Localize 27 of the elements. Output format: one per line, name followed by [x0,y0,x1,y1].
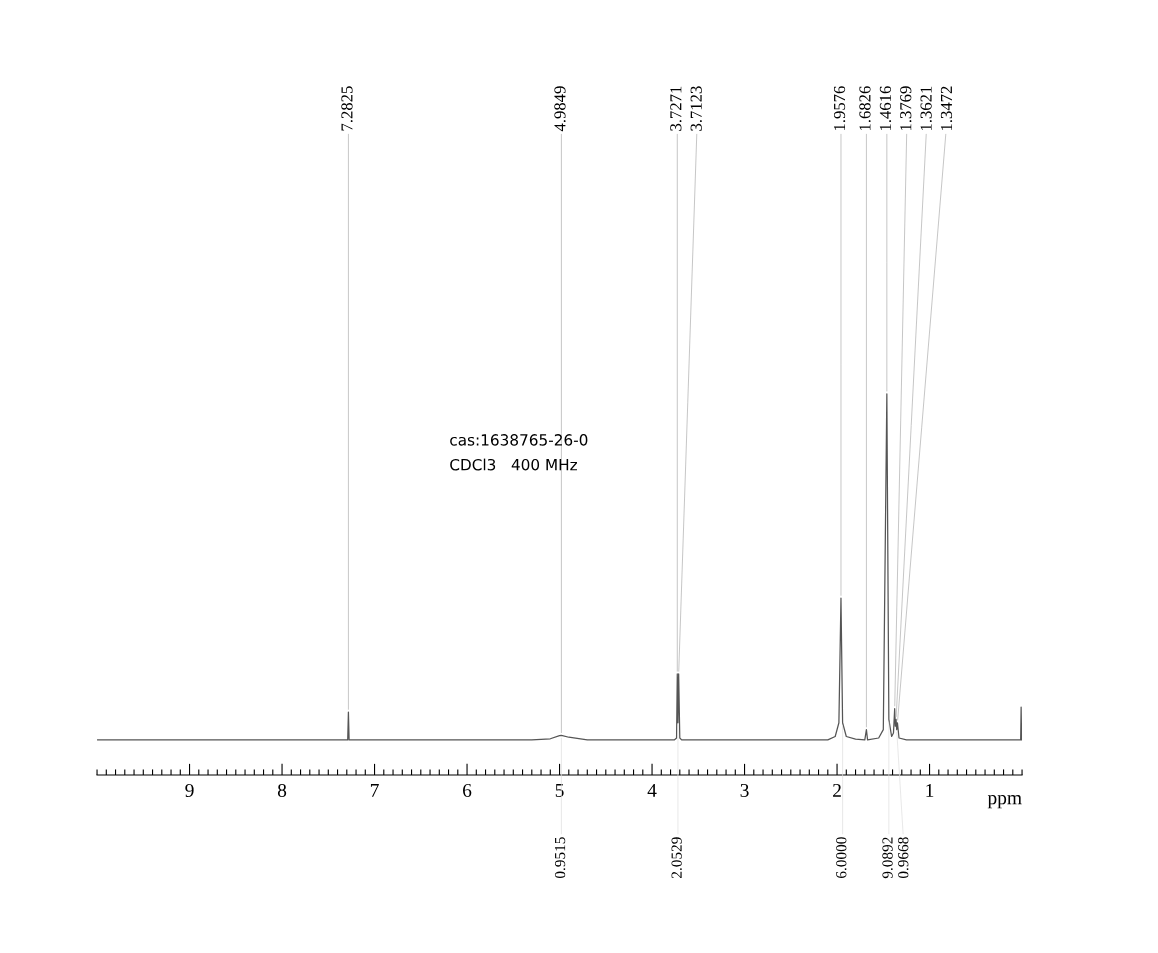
x-tick-label: 4 [647,784,657,797]
annotation: 0.9668 [898,837,909,879]
annotation: 1.9576 [833,86,846,131]
annotation: 7.2825 [341,86,353,131]
annotation: 0.9515 [554,837,566,879]
x-tick-label: 3 [740,783,749,797]
annotation: 1.4616 [879,86,892,131]
annotation: 3.7123 [690,86,702,131]
annotation: 3.7271 [670,86,682,131]
annotation: 6.0000 [836,837,847,879]
annotation: 4.9849 [554,86,566,132]
annotation: cas:1638765-26-0 [450,434,588,446]
x-tick-label: 5 [555,784,564,797]
x-tick-label: 2 [833,783,841,797]
x-tick-label: 1 [926,783,934,797]
annotation: 2.0529 [671,837,682,878]
annotation: 1.3621 [920,86,932,131]
x-tick-label: 7 [370,784,379,797]
x-tick-label: 8 [277,783,287,797]
annotation: CDCl3 400 MHz [450,458,577,471]
annotation: 1.3472 [940,86,953,131]
annotation: 1.6826 [859,86,871,131]
annotation: 9.0892 [882,837,893,879]
x-axis-title: ppm [987,795,1022,809]
x-tick-label: 6 [463,783,472,797]
annotation: 1.3769 [900,86,912,131]
x-tick-label: 9 [185,783,194,797]
